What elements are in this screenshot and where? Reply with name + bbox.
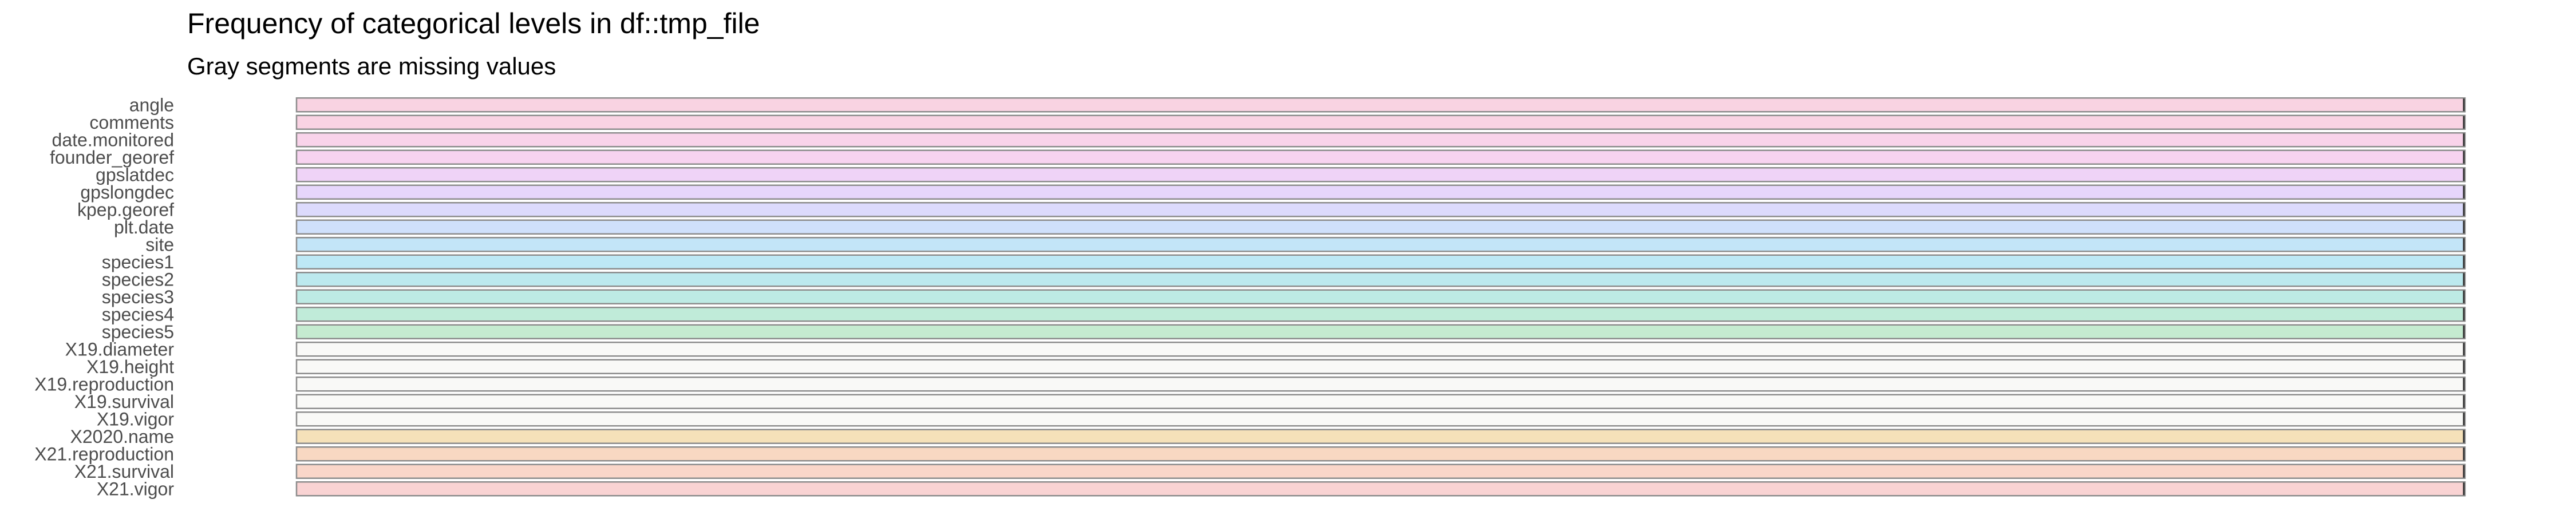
bar-site <box>295 237 2466 252</box>
bar-species1 <box>295 254 2466 270</box>
y-tick-label: X21.vigor <box>97 478 175 499</box>
y-tick-label: comments <box>89 112 174 133</box>
chart-title: Frequency of categorical levels in df::t… <box>187 7 760 39</box>
y-tick-label: plt.date <box>114 217 174 237</box>
bar-plt-date <box>295 219 2466 235</box>
bar-x19-vigor <box>295 411 2466 427</box>
y-tick-label: kpep.georef <box>77 199 174 220</box>
bar-x2020-name <box>295 429 2466 444</box>
bar-species4 <box>295 307 2466 322</box>
bar-comments <box>295 114 2466 130</box>
bar-x19-reproduction <box>295 377 2466 392</box>
y-tick-label: X19.diameter <box>65 339 175 359</box>
y-tick-labels: anglecommentsdate.monitoredfounder_geore… <box>34 94 174 499</box>
bar-species3 <box>295 289 2466 304</box>
y-tick-label: species4 <box>102 304 174 324</box>
bar-angle <box>295 97 2466 113</box>
y-tick-label: species3 <box>102 287 174 307</box>
chart-subtitle: Gray segments are missing values <box>187 53 556 80</box>
y-tick-label: species2 <box>102 269 174 290</box>
bars-group <box>295 97 2466 497</box>
y-tick-label: angle <box>129 94 174 115</box>
bar-species2 <box>295 272 2466 287</box>
y-tick-label: X19.vigor <box>97 409 175 429</box>
bar-kpep-georef <box>295 202 2466 217</box>
y-tick-label: X19.reproduction <box>34 374 174 394</box>
bar-x21-vigor <box>295 481 2466 497</box>
bar-x19-diameter <box>295 342 2466 357</box>
y-tick-label: gpslongdec <box>80 182 174 203</box>
bar-x19-height <box>295 359 2466 374</box>
y-tick-label: X21.reproduction <box>34 443 174 464</box>
y-tick-label: X19.height <box>86 356 174 377</box>
bar-founder-georef <box>295 149 2466 165</box>
bar-date-monitored <box>295 132 2466 148</box>
y-tick-label: date.monitored <box>52 129 174 150</box>
y-tick-label: site <box>145 234 174 255</box>
y-tick-label: gpslatdec <box>96 164 174 185</box>
bar-gpslongdec <box>295 184 2466 200</box>
y-tick-label: X2020.name <box>70 426 174 447</box>
y-tick-label: founder_georef <box>50 147 174 168</box>
bar-species5 <box>295 324 2466 339</box>
y-tick-label: X19.survival <box>74 391 174 412</box>
bar-x21-reproduction <box>295 446 2466 462</box>
y-tick-label: species1 <box>102 252 174 272</box>
bar-gpslatdec <box>295 167 2466 183</box>
bar-x21-survival <box>295 464 2466 479</box>
bar-x19-survival <box>295 394 2466 409</box>
y-tick-label: species5 <box>102 322 174 342</box>
y-tick-label: X21.survival <box>74 461 174 482</box>
